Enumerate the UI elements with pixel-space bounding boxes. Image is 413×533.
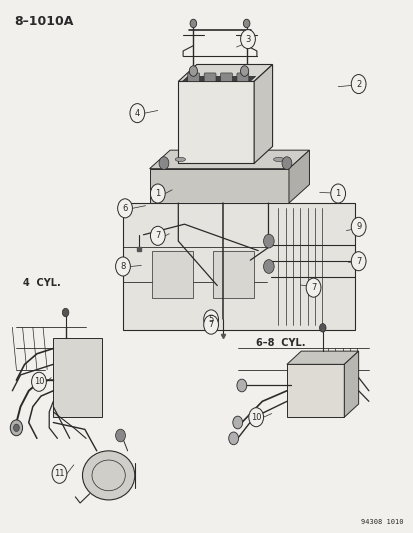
Circle shape	[330, 184, 345, 203]
Polygon shape	[344, 351, 358, 417]
Circle shape	[228, 432, 238, 445]
Circle shape	[263, 260, 273, 273]
Circle shape	[10, 420, 23, 435]
Circle shape	[350, 252, 365, 271]
Circle shape	[350, 75, 365, 94]
Text: 7: 7	[155, 231, 160, 240]
Circle shape	[115, 257, 130, 276]
Circle shape	[232, 416, 242, 429]
Circle shape	[115, 429, 125, 442]
Text: 94308 1010: 94308 1010	[361, 519, 403, 524]
FancyBboxPatch shape	[187, 73, 199, 82]
Polygon shape	[151, 251, 192, 298]
Polygon shape	[149, 168, 288, 203]
Circle shape	[150, 184, 165, 203]
Text: 5: 5	[208, 315, 213, 324]
Text: 9: 9	[355, 222, 361, 231]
Polygon shape	[149, 150, 309, 168]
Polygon shape	[123, 203, 354, 330]
Circle shape	[62, 308, 69, 317]
Polygon shape	[178, 64, 272, 82]
Polygon shape	[182, 76, 255, 82]
Text: 7: 7	[355, 257, 361, 266]
Polygon shape	[53, 338, 102, 417]
Circle shape	[319, 324, 325, 332]
Circle shape	[150, 227, 165, 245]
Circle shape	[130, 103, 145, 123]
Circle shape	[203, 315, 218, 334]
Text: 7: 7	[208, 320, 213, 329]
Circle shape	[236, 379, 246, 392]
Circle shape	[263, 234, 273, 248]
Text: 6–8  CYL.: 6–8 CYL.	[256, 338, 305, 349]
FancyBboxPatch shape	[236, 73, 248, 82]
Circle shape	[190, 19, 196, 28]
Polygon shape	[286, 365, 344, 417]
Text: 1: 1	[155, 189, 160, 198]
Text: 8: 8	[120, 262, 126, 271]
Circle shape	[203, 310, 218, 329]
Polygon shape	[254, 64, 272, 164]
Circle shape	[281, 157, 291, 169]
Polygon shape	[288, 150, 309, 203]
Text: 4  CYL.: 4 CYL.	[23, 278, 60, 288]
Ellipse shape	[82, 451, 135, 500]
Text: 6: 6	[122, 204, 128, 213]
Text: 8–1010A: 8–1010A	[14, 15, 74, 28]
Text: 7: 7	[310, 283, 316, 292]
FancyBboxPatch shape	[204, 73, 216, 82]
Text: 4: 4	[134, 109, 140, 118]
Circle shape	[52, 464, 66, 483]
Polygon shape	[213, 251, 254, 298]
FancyBboxPatch shape	[220, 73, 232, 82]
Circle shape	[240, 66, 248, 76]
Circle shape	[159, 157, 169, 169]
Circle shape	[14, 424, 19, 432]
Text: 2: 2	[355, 79, 361, 88]
Text: 3: 3	[245, 35, 250, 44]
Text: 11: 11	[54, 469, 64, 478]
Circle shape	[350, 217, 365, 236]
Circle shape	[117, 199, 132, 218]
Circle shape	[243, 19, 249, 28]
Circle shape	[240, 30, 255, 49]
Circle shape	[306, 278, 320, 297]
Circle shape	[189, 66, 197, 76]
Polygon shape	[178, 82, 254, 164]
Ellipse shape	[175, 157, 185, 161]
Ellipse shape	[273, 157, 283, 161]
Text: 10: 10	[250, 413, 261, 422]
Text: 10: 10	[33, 377, 44, 386]
Polygon shape	[286, 351, 358, 365]
Circle shape	[248, 408, 263, 427]
Circle shape	[31, 372, 46, 391]
Text: 1: 1	[335, 189, 340, 198]
